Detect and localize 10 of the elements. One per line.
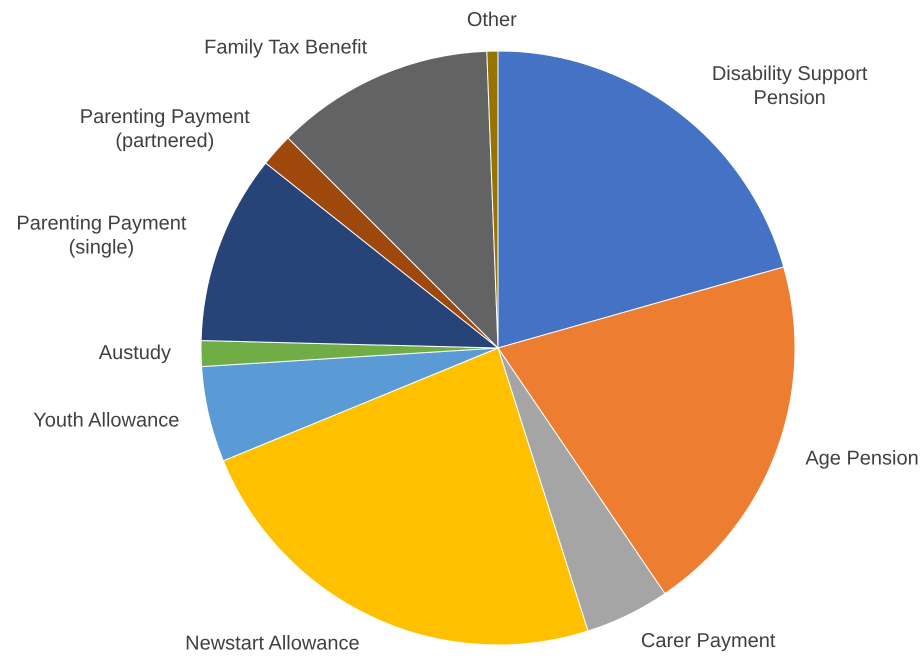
- slice-label: Parenting Payment (single): [16, 212, 187, 259]
- slice-label: Disability Support Pension: [712, 63, 868, 110]
- slice-label: Newstart Allowance: [185, 632, 360, 655]
- slice-label: Youth Allowance: [33, 410, 180, 432]
- slice-label: Age Pension: [805, 448, 919, 470]
- slice-label: Parenting Payment (partnered): [80, 106, 250, 152]
- slice-label: Austudy: [98, 342, 172, 364]
- slice-label: Other: [466, 9, 518, 32]
- slice-label: Family Tax Benefit: [204, 36, 368, 59]
- slice-label: Carer Payment: [640, 630, 776, 652]
